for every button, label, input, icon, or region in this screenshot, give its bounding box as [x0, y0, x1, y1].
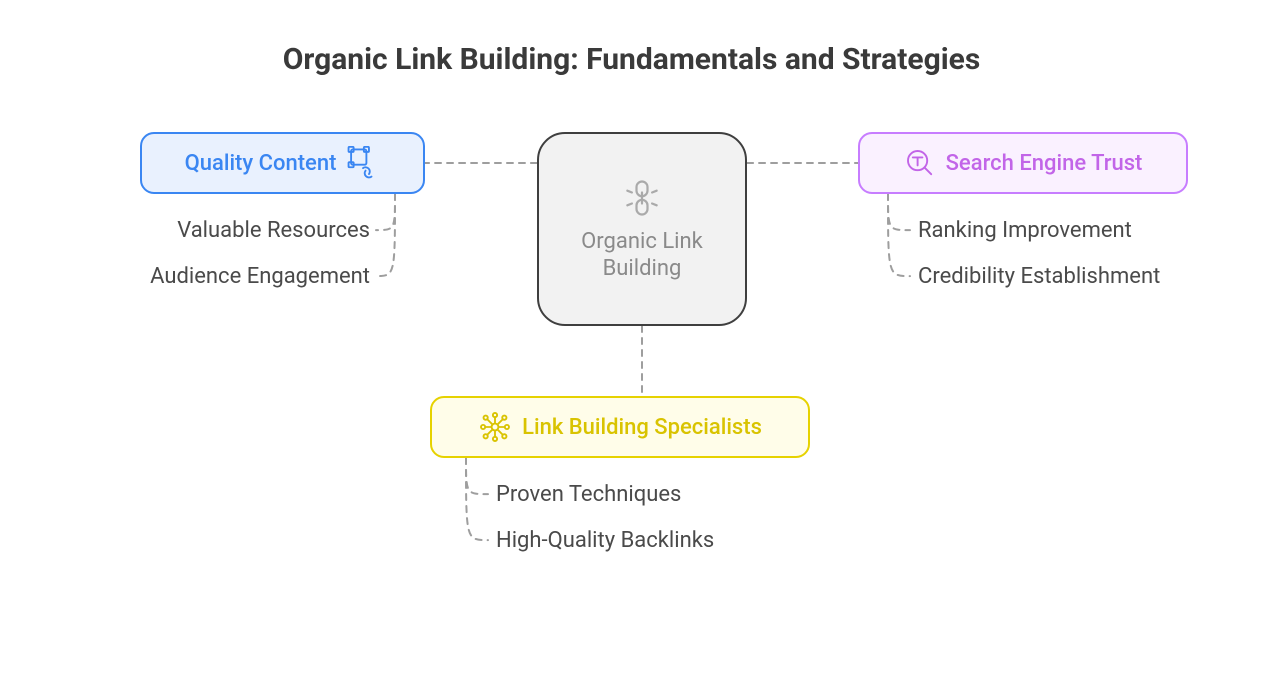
right-sub-item: Ranking Improvement	[918, 218, 1132, 243]
bottom-sub-item: Proven Techniques	[496, 482, 681, 507]
center-label-line2: Building	[581, 255, 703, 283]
search-engine-trust-label: Search Engine Trust	[946, 151, 1143, 176]
left-sub-item: Valuable Resources	[177, 218, 370, 243]
search-engine-trust-node: Search Engine Trust	[858, 132, 1188, 194]
left-sub-item: Audience Engagement	[150, 264, 370, 289]
center-node: Organic Link Building	[537, 132, 747, 326]
title-text: Organic Link Building: Fundamentals and …	[283, 42, 981, 77]
link-building-specialists-node: Link Building Specialists	[430, 396, 810, 458]
bottom-sub-item: High-Quality Backlinks	[496, 528, 714, 553]
center-label: Organic Link Building	[581, 228, 703, 283]
specialists-icon	[478, 410, 512, 444]
content-icon	[346, 146, 380, 180]
right-sub-item: Credibility Establishment	[918, 264, 1160, 289]
link-building-specialists-label: Link Building Specialists	[522, 415, 762, 440]
connectors-layer	[0, 0, 1263, 696]
link-icon	[620, 176, 664, 220]
quality-content-label: Quality Content	[185, 151, 337, 176]
center-label-line1: Organic Link	[581, 228, 703, 256]
search-trust-icon	[904, 147, 936, 179]
diagram-title: Organic Link Building: Fundamentals and …	[0, 42, 1263, 77]
quality-content-node: Quality Content	[140, 132, 425, 194]
